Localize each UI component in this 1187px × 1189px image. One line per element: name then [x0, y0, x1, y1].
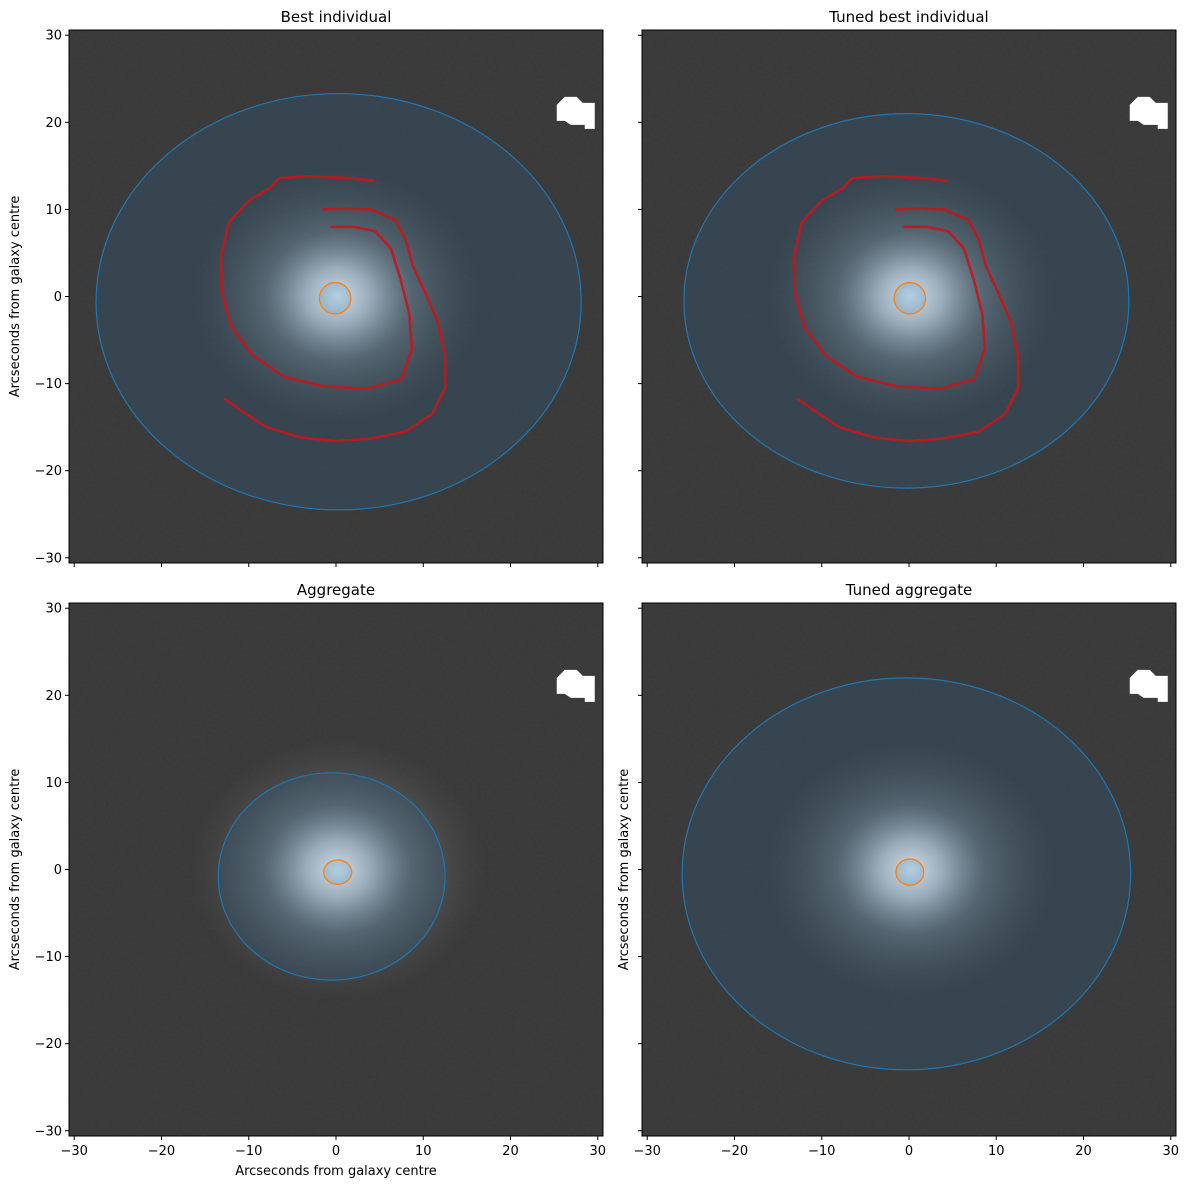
- x-tick-label: 30: [1162, 1144, 1179, 1159]
- x-tick-label: −30: [634, 1144, 661, 1159]
- spiral-arm-2: [796, 207, 1020, 443]
- y-axis-label: Arcseconds from galaxy centre: [617, 769, 632, 971]
- disk-ellipse: [217, 772, 446, 981]
- y-tick-label: −10: [35, 950, 62, 965]
- y-tick-label: 20: [45, 116, 62, 131]
- galaxy-light: [762, 738, 1060, 1001]
- y-tick-label: −20: [35, 1037, 62, 1052]
- bulge-ellipse: [318, 281, 352, 315]
- y-tick-label: −30: [35, 551, 62, 566]
- x-tick-label: −10: [808, 1144, 835, 1159]
- x-tick-label: 20: [1075, 1144, 1092, 1159]
- y-tick-label: 10: [45, 203, 62, 218]
- panel-title: Aggregate: [297, 581, 375, 599]
- x-tick-label: 30: [589, 1144, 606, 1159]
- y-tick-label: −20: [35, 464, 62, 479]
- masked-star: [1129, 669, 1168, 702]
- y-tick-label: 0: [54, 290, 62, 305]
- y-tick-label: −30: [35, 1124, 62, 1139]
- bulge-ellipse: [895, 858, 925, 886]
- galaxy-image: [69, 603, 603, 1136]
- y-tick-label: 0: [54, 863, 62, 878]
- disk-ellipse: [95, 92, 582, 511]
- spiral-arm-2: [223, 207, 447, 443]
- disk-ellipse: [681, 677, 1132, 1071]
- x-tick-label: 0: [905, 1144, 913, 1159]
- panel-2: Tuned best individual: [638, 8, 1177, 567]
- spiral-arm-1: [792, 175, 987, 391]
- x-tick-label: −10: [235, 1144, 262, 1159]
- panel-title: Tuned aggregate: [845, 581, 973, 599]
- panel-title: Best individual: [281, 8, 392, 26]
- y-tick-label: 20: [45, 689, 62, 704]
- x-tick-label: −20: [721, 1144, 748, 1159]
- masked-star: [1129, 96, 1168, 129]
- galaxy-image: [642, 30, 1176, 563]
- panel-1: Best individual −30 −20 −10 0 10 20 30 Arcsecond…: [8, 8, 604, 567]
- bulge-ellipse: [323, 859, 353, 885]
- panel-title: Tuned best individual: [828, 8, 988, 26]
- x-tick-label: −20: [148, 1144, 175, 1159]
- x-tick-label: 10: [415, 1144, 432, 1159]
- x-axis-label: Arcseconds from galaxy centre: [235, 1164, 437, 1179]
- bulge-ellipse: [893, 281, 927, 315]
- masked-star: [556, 669, 595, 702]
- panel-4: Tuned aggregate −30 −20 −10 0 10 20 30 Arcsecond…: [617, 581, 1179, 1159]
- y-tick-label: −10: [35, 377, 62, 392]
- panel-3: Aggregate −30 −20 −10 0 10 20 30 −30 −20 −10 0 10 20 3…: [8, 581, 606, 1179]
- x-tick-label: 20: [502, 1144, 519, 1159]
- x-tick-label: −30: [61, 1144, 88, 1159]
- y-tick-label: 30: [45, 602, 62, 617]
- y-tick-label: 30: [45, 29, 62, 44]
- y-axis-label: Arcseconds from galaxy centre: [8, 196, 23, 398]
- y-tick-label: 10: [45, 776, 62, 791]
- disk-ellipse: [683, 113, 1130, 489]
- y-axis-label: Arcseconds from galaxy centre: [8, 769, 23, 971]
- masked-star: [556, 96, 595, 129]
- galaxy-light: [189, 738, 487, 1001]
- galaxy-image: [69, 30, 603, 563]
- spiral-arm-1: [219, 175, 414, 391]
- galaxy-image: [642, 603, 1176, 1136]
- x-tick-label: 10: [988, 1144, 1005, 1159]
- x-tick-label: 0: [332, 1144, 340, 1159]
